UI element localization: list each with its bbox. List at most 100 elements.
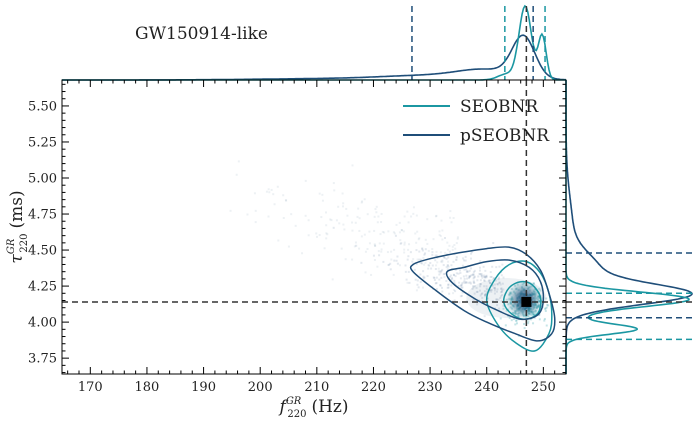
posterior-sample	[469, 281, 472, 284]
posterior-sample	[407, 255, 410, 258]
posterior-sample	[354, 241, 357, 244]
posterior-sample	[396, 255, 399, 258]
posterior-sample	[434, 282, 437, 285]
posterior-sample	[515, 322, 518, 325]
x-tick-label: 180	[135, 380, 160, 395]
posterior-sample	[500, 289, 503, 292]
posterior-sample	[497, 278, 500, 281]
posterior-sample	[465, 268, 468, 271]
posterior-sample	[406, 210, 409, 213]
posterior-sample	[446, 264, 449, 267]
posterior-sample	[440, 219, 443, 222]
posterior-sample	[386, 251, 389, 254]
posterior-sample	[443, 272, 446, 275]
posterior-sample	[282, 194, 285, 197]
posterior-sample	[368, 230, 371, 233]
posterior-sample	[407, 221, 410, 224]
posterior-sample	[470, 267, 473, 270]
posterior-sample	[373, 215, 376, 218]
posterior-sample	[478, 269, 481, 272]
posterior-sample	[440, 270, 443, 273]
posterior-sample	[512, 318, 515, 321]
posterior-sample	[472, 285, 475, 288]
posterior-sample	[459, 277, 462, 280]
posterior-sample	[390, 250, 393, 253]
posterior-sample	[409, 251, 412, 254]
posterior-sample	[452, 274, 455, 277]
posterior-sample	[463, 268, 466, 271]
posterior-sample	[415, 241, 418, 244]
posterior-sample	[523, 323, 526, 326]
posterior-sample	[441, 238, 444, 241]
axis-ticks: 170 180 190 200 210 220 230 240 250 3.75 4.00 4.25 4…	[28, 80, 567, 395]
posterior-sample	[422, 256, 425, 259]
x-axis-label: fGR 220 (Hz)	[278, 396, 349, 420]
posterior-sample	[461, 264, 464, 267]
x-axis-label-symbol: f	[278, 397, 289, 417]
posterior-sample	[403, 251, 406, 254]
posterior-sample	[333, 189, 336, 192]
posterior-sample	[268, 191, 271, 194]
posterior-sample	[488, 280, 491, 283]
posterior-sample	[395, 223, 398, 226]
posterior-sample	[361, 200, 364, 203]
posterior-sample	[470, 252, 473, 255]
posterior-sample	[498, 307, 501, 310]
posterior-sample	[459, 271, 462, 274]
posterior-sample	[468, 275, 471, 278]
posterior-sample	[434, 268, 437, 271]
posterior-sample	[454, 268, 457, 271]
posterior-sample	[472, 286, 475, 289]
posterior-sample	[435, 250, 438, 253]
posterior-sample	[435, 287, 438, 290]
posterior-sample	[428, 264, 431, 267]
posterior-sample	[479, 294, 482, 297]
posterior-sample	[510, 319, 513, 322]
posterior-sample	[489, 281, 492, 284]
posterior-sample	[485, 274, 488, 277]
posterior-sample	[480, 274, 483, 277]
posterior-sample	[490, 290, 493, 293]
injection-marker	[521, 296, 532, 307]
posterior-sample	[485, 276, 488, 279]
posterior-sample	[450, 276, 453, 279]
posterior-sample	[502, 288, 505, 291]
posterior-sample	[496, 288, 499, 291]
posterior-sample	[284, 199, 287, 202]
posterior-sample	[453, 279, 456, 282]
posterior-sample	[416, 283, 419, 286]
y-tick-label: 4.75	[28, 208, 57, 223]
posterior-sample	[491, 299, 494, 302]
posterior-sample	[435, 214, 438, 217]
posterior-sample	[438, 273, 441, 276]
posterior-sample	[491, 284, 494, 287]
posterior-sample	[460, 285, 463, 288]
posterior-sample	[447, 283, 450, 286]
legend-label-seobnr: SEOBNR	[460, 97, 539, 117]
posterior-sample	[416, 258, 419, 261]
posterior-sample	[435, 264, 438, 267]
posterior-sample	[485, 292, 488, 295]
posterior-sample	[465, 270, 468, 273]
posterior-sample	[523, 327, 526, 330]
posterior-sample	[456, 237, 459, 240]
posterior-sample	[337, 205, 340, 208]
posterior-sample	[514, 323, 517, 326]
posterior-sample	[501, 294, 504, 297]
posterior-sample	[502, 304, 505, 307]
posterior-sample	[473, 292, 476, 295]
posterior-sample	[462, 281, 465, 284]
y-tick-label: 5.00	[28, 172, 57, 187]
x-axis-label-superscript: GR	[286, 396, 302, 407]
posterior-sample	[441, 261, 444, 264]
posterior-sample	[421, 247, 424, 250]
posterior-sample	[477, 275, 480, 278]
posterior-sample	[412, 212, 415, 215]
posterior-sample	[452, 216, 455, 219]
posterior-sample	[354, 221, 357, 224]
posterior-sample	[443, 255, 446, 258]
posterior-sample	[441, 268, 444, 271]
posterior-sample	[411, 260, 414, 263]
posterior-sample	[390, 258, 393, 261]
posterior-sample	[246, 213, 249, 216]
